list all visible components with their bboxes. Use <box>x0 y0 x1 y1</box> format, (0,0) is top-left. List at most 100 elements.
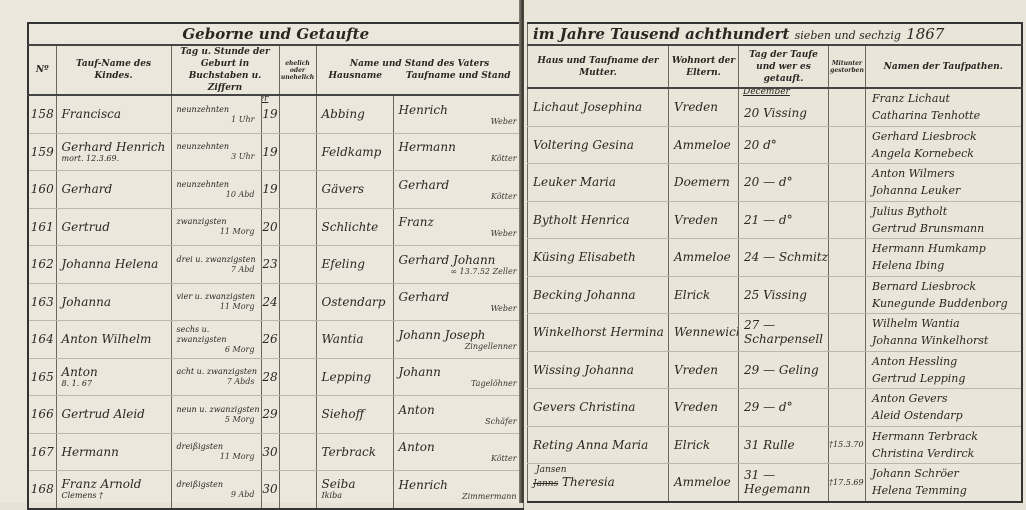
entry-row-161: 161 Gertrud zwanzigsten 11 Morg 20 Schlichte F… <box>27 207 524 246</box>
child-name: Hermann <box>55 432 172 471</box>
birth-day: 19 <box>260 132 280 171</box>
entry-number: 159 <box>27 132 57 171</box>
father-surname-text: Wantia <box>321 332 364 347</box>
godparents: Anton Hessling Gertrud Lepping <box>864 350 1023 389</box>
godparent: Hermann Humkamp <box>872 242 986 256</box>
father-given: Johann Tagelöhner <box>392 357 524 396</box>
child-name-text: Johanna <box>61 294 112 309</box>
mother-name-text: Küsing Elisabeth <box>533 250 636 265</box>
baptism-text: 29 — Geling <box>744 362 819 377</box>
baptism: 29 — d° <box>738 388 829 427</box>
entry-number: 164 <box>27 320 57 359</box>
entry-number: 167 <box>27 432 57 471</box>
entry-row-167: 167 Hermann dreißigsten 11 Morg 30 Terbrack An… <box>27 432 524 471</box>
birth-hour: 6 Morg <box>224 344 255 354</box>
section-title: Geborne und Getaufte <box>27 22 524 46</box>
father-status: Tagelöhner <box>470 379 517 389</box>
birth-words-text: neunzehnten <box>176 142 230 152</box>
died <box>828 388 866 427</box>
died <box>828 163 866 202</box>
residence: Wennewick <box>668 313 739 352</box>
header-residence: Wohnort der Eltern. <box>668 44 739 89</box>
baptism: 20 d° <box>738 125 829 164</box>
legitimacy <box>278 245 317 284</box>
month-label: December <box>743 88 790 97</box>
father-surname: Lepping <box>315 357 394 396</box>
baptism-text: 25 Vissing <box>744 287 807 302</box>
birth-day-text: 30 <box>262 444 278 459</box>
month-label: December <box>262 95 269 104</box>
entry-row-right-161: Bytholt Henrica Vreden 21 — d° Julius Bytho… <box>527 200 1023 239</box>
mother-name: Reting Anna Maria <box>527 425 669 464</box>
died: †15.3.70 <box>828 425 866 464</box>
child-name: Gerhard <box>55 170 172 209</box>
father-status: Kötter <box>490 454 517 464</box>
father-surname-text: Gävers <box>321 182 365 197</box>
entry-row-right-158: Lichaut Josephina Vreden December 20 Vissin… <box>527 87 1023 127</box>
godparent: Helena Temming <box>872 484 967 498</box>
birth-day-text: 23 <box>262 257 278 272</box>
father-surname: Gävers <box>315 170 394 209</box>
father-surname-text: Seiba <box>321 477 356 492</box>
godparent: Gertrud Lepping <box>872 371 966 385</box>
father-surname-text: Feldkamp <box>321 144 382 159</box>
godparent: Johanna Winkelhorst <box>872 334 989 348</box>
birth-hour: 7 Abd <box>230 264 255 274</box>
birth-hour: 10 Abd <box>225 189 255 199</box>
godparent: Anton Wilmers <box>872 167 955 181</box>
father-surname-text: Ostendarp <box>321 294 386 309</box>
birth-day: 26 <box>260 320 280 359</box>
entry-row-159: 159 Gerhard Henrich mort. 12.3.69. neunzehn… <box>27 132 524 171</box>
godparent: Wilhelm Wantia <box>872 317 960 331</box>
father-given-text: Gerhard <box>398 177 450 192</box>
entry-row-163: 163 Johanna vier u. zwanzigsten 11 Morg 24 Os… <box>27 282 524 321</box>
godparent: Angela Kornebeck <box>872 146 974 160</box>
child-name-text: Johanna Helena <box>61 257 159 272</box>
right-page: im Jahre Tausend achthundert sieben und … <box>524 0 1026 503</box>
birth-words: dreißigsten 11 Morg <box>170 432 262 471</box>
father-status: Weber <box>490 229 517 239</box>
left-page: Geborne und Getaufte Nº Tauf-Name des Ki… <box>27 22 524 510</box>
residence: Vreden <box>668 388 739 427</box>
child-name-text: Francisca <box>61 107 122 122</box>
header-mother: Haus und Taufname der Mutter. <box>527 44 669 89</box>
baptism-text: 24 — Schmitz <box>744 250 828 265</box>
father-given-text: Hermann <box>398 140 456 155</box>
legitimacy <box>278 132 317 171</box>
child-name-text: Gertrud <box>61 219 110 234</box>
baptism-text: 31 Rulle <box>744 437 795 452</box>
birth-hour: 11 Morg <box>219 302 255 312</box>
legitimacy <box>278 282 317 321</box>
birth-words: drei u. zwanzigsten 7 Abd <box>170 245 262 284</box>
birth-words-text: neunzehnten <box>176 104 230 114</box>
birth-words: neunzehnten 10 Abd <box>170 170 262 209</box>
birth-day-text: 19 <box>262 182 278 197</box>
father-status: Schäfer <box>485 416 517 426</box>
godparent: Kunegunde Buddenborg <box>872 296 1008 310</box>
book-gutter <box>519 0 527 503</box>
baptism: December 20 Vissing <box>738 87 829 127</box>
entry-number: 161 <box>27 207 57 246</box>
birth-words-text: dreißigsten <box>176 479 223 489</box>
child-name: Anton Wilhelm <box>55 320 172 359</box>
entry-row-166: 166 Gertrud Aleid neun u. zwanzigsten 5 Mor… <box>27 395 524 434</box>
entry-number: 166 <box>27 395 57 434</box>
residence: Vreden <box>668 87 739 127</box>
father-status: Weber <box>490 304 517 314</box>
birth-day-text: 28 <box>262 369 278 384</box>
died <box>828 200 866 239</box>
legitimacy <box>278 207 317 246</box>
mother-name: Gevers Christina <box>527 388 669 427</box>
godparent: Franz Lichaut <box>872 92 950 106</box>
mother-name: Lichaut Josephina <box>527 87 669 127</box>
birth-words-text: acht u. zwanzigsten <box>176 367 257 377</box>
entry-row-right-166: Gevers Christina Vreden 29 — d° Anton Gever… <box>527 388 1023 427</box>
father-given-text: Gerhard <box>398 290 450 305</box>
godparent: Catharina Tenhotte <box>872 109 981 123</box>
entry-number: 158 <box>27 94 57 134</box>
baptism: 31 Rulle <box>738 425 829 464</box>
mother-name-text: Leuker Maria <box>533 175 616 190</box>
mother-name-text: Winkelhorst Hermina <box>533 325 664 340</box>
entry-row-right-159: Voltering Gesina Ammeloe 20 d° Gerhard Lies… <box>527 125 1023 164</box>
